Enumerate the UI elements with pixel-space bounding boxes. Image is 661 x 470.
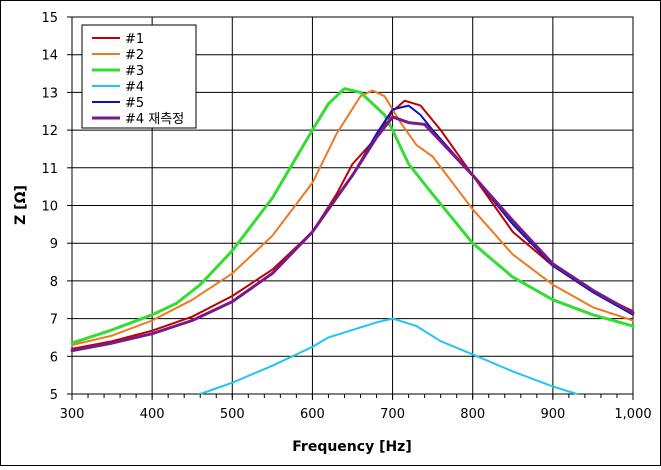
x-tick-label: 1,000 <box>614 407 651 422</box>
x-axis-label: Frequency [Hz] <box>292 439 411 455</box>
y-tick-label: 15 <box>41 11 58 26</box>
series-lines <box>70 87 635 395</box>
y-tick-label: 13 <box>41 86 58 101</box>
legend-label-2: #2 <box>125 48 144 63</box>
y-tick-label: 8 <box>50 275 58 290</box>
y-tick-label: 9 <box>50 237 58 252</box>
legend-label-6: #4 재측정 <box>125 112 184 127</box>
legend-label-3: #3 <box>125 64 144 79</box>
legend: #1#2#3#4#5#4 재측정 <box>81 24 197 129</box>
legend-box <box>81 24 197 129</box>
series-line-4 <box>199 317 578 395</box>
y-tick-label: 10 <box>41 200 58 215</box>
legend-label-1: #1 <box>125 32 144 47</box>
y-tick-label: 14 <box>41 49 58 64</box>
x-tick-label: 400 <box>140 407 165 422</box>
series-line-6 <box>70 115 635 353</box>
legend-label-4: #4 <box>125 80 144 95</box>
legend-items: #1#2#3#4#5#4 재측정 <box>92 32 184 127</box>
x-tick-label: 900 <box>540 407 565 422</box>
y-tick-label: 6 <box>50 350 58 365</box>
x-tick-label: 800 <box>460 407 485 422</box>
legend-label-5: #5 <box>125 96 144 111</box>
x-tick-label: 600 <box>300 407 325 422</box>
x-tick-label: 700 <box>380 407 405 422</box>
x-tick-label: 500 <box>220 407 245 422</box>
y-tick-label: 5 <box>50 388 58 403</box>
y-axis-label: Z [Ω] <box>13 185 29 225</box>
series-line-2 <box>71 89 634 346</box>
y-tick-label: 7 <box>50 313 58 328</box>
series-line-3 <box>70 87 635 345</box>
y-tick-label: 12 <box>41 124 58 139</box>
axis-ticks: 300 400 500 600 700 800 900 1,000 5 6 7 8 9 10 11 12 13 1… <box>41 11 651 422</box>
x-tick-label: 300 <box>60 407 85 422</box>
y-tick-label: 11 <box>41 162 58 177</box>
